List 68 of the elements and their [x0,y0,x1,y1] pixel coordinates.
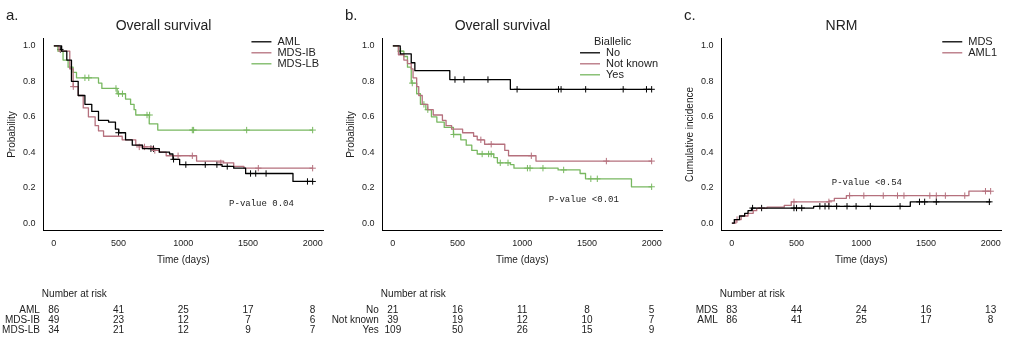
x-tick-label: 0 [51,238,57,249]
text: MDS-IB 49 23 12 7 6 [4,314,316,325]
legend-label: MDS [968,34,993,47]
annotation: P-value <0.01 [548,194,619,205]
text: Number at risk [380,288,446,299]
y-tick-label: 1.0 [23,40,36,51]
legend-label: MDS-LB [277,56,319,69]
y-tick-label: 1.0 [701,40,714,51]
y-tick-label: 0.8 [23,75,36,86]
y-axis-title: Probability [344,111,356,158]
legend-label: MDS-IB [277,45,316,58]
y-axis-title: Cumulative incidence [683,86,695,183]
y-tick-label: 0.2 [23,182,36,193]
y-tick-label: 0.8 [701,75,714,86]
x-tick-label: 2000 [302,238,323,249]
x-axis-title: Time (days) [835,253,888,265]
text: a. [6,5,19,23]
text: b. [345,5,358,23]
y-tick-label: 0.8 [362,75,375,86]
y-tick-label: 0.6 [701,111,714,122]
legend-label: Yes [606,67,625,80]
y-tick-label: 0.0 [362,217,375,228]
y-tick-label: 0.6 [362,111,375,122]
legend-label: Not known [606,56,659,69]
x-tick-label: 1500 [915,238,936,249]
x-tick-label: 2000 [641,238,662,249]
y-tick-label: 0.2 [362,182,375,193]
text: AML 86 41 25 17 8 [697,314,994,325]
y-tick-label: 1.0 [362,40,375,51]
legend-title: Biallelic [594,34,632,47]
y-tick-label: 0.0 [23,217,36,228]
legend-label: AML [277,34,301,47]
text: No 21 16 11 8 5 [366,304,655,315]
text: MDS-LB 34 21 12 9 7 [2,324,316,335]
x-tick-label: 0 [729,238,735,249]
annotation: P-value 0.04 [229,198,294,209]
text: AML 86 41 25 17 8 [19,304,316,315]
text: Not known 39 19 12 10 7 [331,314,655,325]
x-tick-label: 500 [450,238,466,249]
x-tick-label: 1000 [851,238,872,249]
x-tick-label: 1000 [512,238,533,249]
x-tick-label: 1500 [237,238,258,249]
text: Number at risk [41,288,107,299]
y-tick-label: 0.2 [701,182,714,193]
chart-title: Overall survival [115,17,212,34]
y-tick-label: 0.4 [23,146,36,157]
text: Number at risk [719,288,785,299]
x-axis-title: Time (days) [157,253,210,265]
x-tick-label: 500 [789,238,805,249]
y-axis-title: Probability [5,111,17,158]
y-tick-label: 0.4 [701,146,714,157]
chart-title: Overall survival [454,17,551,34]
y-tick-label: 0.6 [23,111,36,122]
legend-label: AML1 [968,45,998,58]
y-tick-label: 0.4 [362,146,375,157]
x-tick-label: 1500 [576,238,597,249]
chart-title: NRM [825,17,858,34]
annotation: P-value <0.54 [831,177,902,188]
legend-label: No [606,45,621,58]
x-tick-label: 2000 [980,238,1001,249]
text: c. [684,5,696,23]
x-tick-label: 500 [111,238,127,249]
text: MDS 83 44 24 16 13 [695,304,997,315]
x-tick-label: 1000 [173,238,194,249]
x-axis-title: Time (days) [496,253,549,265]
x-tick-label: 0 [390,238,396,249]
text: Yes 109 50 26 15 9 [362,324,655,335]
y-tick-label: 0.0 [701,217,714,228]
